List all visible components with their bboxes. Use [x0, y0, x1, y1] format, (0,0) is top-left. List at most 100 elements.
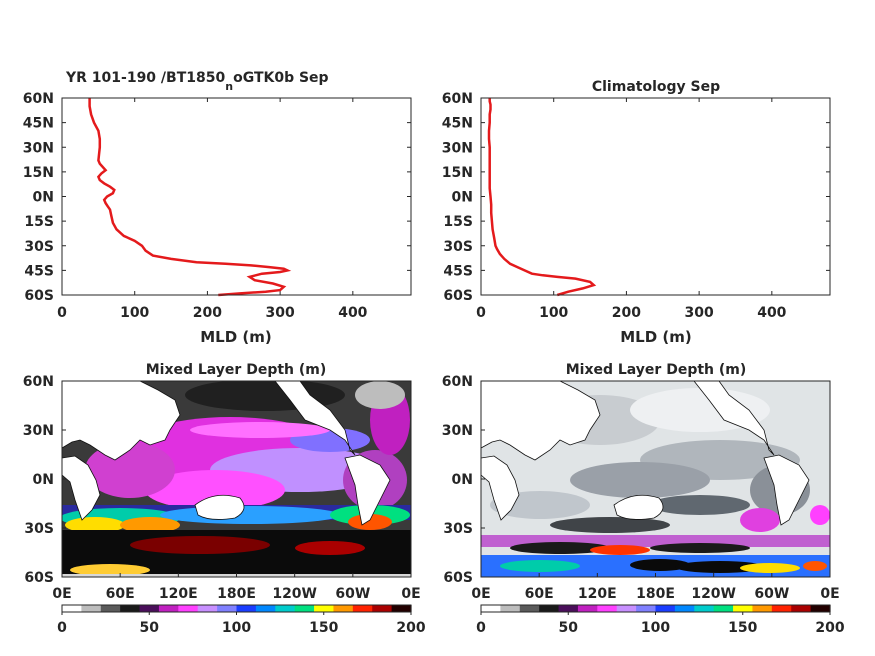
- p4-xtick-label: 60E: [525, 586, 554, 602]
- p2-xtick-label: 400: [757, 305, 786, 321]
- p3-xtick-label: 120W: [272, 586, 317, 602]
- p3-ytick-label: 30S: [24, 521, 54, 537]
- cb1-tick-label: 100: [222, 620, 251, 636]
- mld-profile-model-panel: YR 101-190 /BT1850noGTK0b Sep 0 100 200 300…: [23, 70, 412, 346]
- cb1-swatch: [158, 605, 179, 612]
- p2-xtick-label: 300: [685, 305, 714, 321]
- p2-ytick-label: 15N: [442, 165, 473, 181]
- p4-xtick-label: 120E: [578, 586, 617, 602]
- p2-ytick-label: 15S: [443, 214, 473, 230]
- p3-xtick-label: 180E: [217, 586, 256, 602]
- p4-xtick-label: 60W: [754, 586, 789, 602]
- cb2-tick-label: 0: [476, 620, 486, 636]
- cb2-swatch: [636, 605, 657, 612]
- p2-ytick-label: 0N: [452, 190, 473, 206]
- p1-ytick-label: 15S: [24, 214, 54, 230]
- mld-map-model-field: [62, 381, 411, 577]
- cb2-swatch: [539, 605, 560, 612]
- panel1-title: YR 101-190 /BT1850noGTK0b Sep: [65, 70, 329, 93]
- cb1-swatch: [372, 605, 393, 612]
- cb2-swatch: [655, 605, 676, 612]
- cb2-swatch: [481, 605, 501, 612]
- cb1-tick-label: 0: [57, 620, 67, 636]
- p2-ytick-label: 45N: [442, 116, 473, 132]
- p1-xtick-label: 300: [266, 305, 295, 321]
- p3-xtick-label: 60E: [106, 586, 135, 602]
- panel1-frame: [61, 97, 412, 296]
- mld-map-model-panel: Mixed Layer Depth (m): [23, 362, 426, 636]
- colorbar-left: 0 50 100 150 200: [57, 604, 426, 636]
- cb1-tick-label: 200: [396, 620, 425, 636]
- p2-ytick-label: 45S: [443, 263, 473, 279]
- p3-xtick-label: 0E: [52, 586, 71, 602]
- cb1-swatch: [352, 605, 373, 612]
- p2-ytick-label: 60S: [443, 288, 473, 304]
- cb2-swatch: [577, 605, 598, 612]
- cb1-swatch: [236, 605, 257, 612]
- cb1-swatch: [333, 605, 354, 612]
- cb1-swatch: [62, 605, 82, 612]
- cb2-swatch: [791, 605, 812, 612]
- mld-map-climatology-field: [481, 381, 830, 577]
- cb1-swatch: [100, 605, 121, 612]
- p1-ytick-label: 15N: [23, 165, 54, 181]
- panel2-xlabel: MLD (m): [620, 328, 692, 346]
- p2-xtick-label: 0: [476, 305, 486, 321]
- p3-ytick-label: 30N: [23, 423, 54, 439]
- cb2-tick-label: 50: [559, 620, 579, 636]
- p1-xtick-label: 100: [120, 305, 149, 321]
- p2-ytick-label: 30S: [443, 239, 473, 255]
- panel2-frame: [480, 97, 831, 296]
- cb2-swatch: [519, 605, 540, 612]
- p1-ytick-label: 45S: [24, 263, 54, 279]
- p2-xtick-label: 200: [612, 305, 641, 321]
- p1-xtick-label: 400: [338, 305, 367, 321]
- mld-map-climatology-panel: Mixed Layer Depth (m): [442, 362, 845, 636]
- p4-xtick-label: 0E: [820, 586, 839, 602]
- p3-ytick-label: 0N: [33, 472, 54, 488]
- p4-xtick-label: 120W: [691, 586, 736, 602]
- cb1-swatch: [255, 605, 276, 612]
- p1-ytick-label: 60S: [24, 288, 54, 304]
- p4-ytick-label: 0N: [452, 472, 473, 488]
- cb1-swatch: [217, 605, 238, 612]
- cb1-swatch: [197, 605, 218, 612]
- p4-ytick-label: 60S: [443, 570, 473, 586]
- panel4-title: Mixed Layer Depth (m): [566, 362, 747, 378]
- panel2-title: Climatology Sep: [592, 79, 720, 95]
- p2-ytick-label: 30N: [442, 140, 473, 156]
- p1-ytick-label: 0N: [33, 190, 54, 206]
- cb2-swatch: [771, 605, 792, 612]
- p3-ytick-label: 60N: [23, 374, 54, 390]
- p1-ytick-label: 60N: [23, 91, 54, 107]
- mld-profile-climatology-line: [487, 98, 597, 297]
- p1-xtick-label: 0: [57, 305, 67, 321]
- p4-ytick-label: 30N: [442, 423, 473, 439]
- cb1-swatch: [275, 605, 296, 612]
- cb1-swatch: [294, 605, 315, 612]
- cb2-swatch: [597, 605, 618, 612]
- cb2-tick-label: 200: [815, 620, 844, 636]
- cb2-swatch: [733, 605, 754, 612]
- p1-ytick-label: 30N: [23, 140, 54, 156]
- p4-xtick-label: 180E: [636, 586, 675, 602]
- cb2-swatch: [500, 605, 521, 612]
- cb1-swatch: [120, 605, 141, 612]
- cb2-swatch: [694, 605, 715, 612]
- cb1-tick-label: 150: [309, 620, 338, 636]
- cb2-swatch: [810, 605, 831, 612]
- cb2-tick-label: 100: [641, 620, 670, 636]
- cb2-swatch: [674, 605, 695, 612]
- cb1-tick-label: 50: [140, 620, 160, 636]
- colorbar-right: 0 50 100 150 200: [476, 604, 845, 636]
- p1-ytick-label: 30S: [24, 239, 54, 255]
- cb1-swatch: [139, 605, 160, 612]
- panel3-title: Mixed Layer Depth (m): [146, 362, 327, 378]
- cb1-swatch: [178, 605, 199, 612]
- cb2-swatch: [558, 605, 579, 612]
- p3-xtick-label: 120E: [159, 586, 198, 602]
- cb1-swatch: [314, 605, 335, 612]
- mld-profile-climatology-panel: Climatology Sep 0 100 200 300 400 60N 45N 30N 1…: [442, 79, 831, 346]
- panel1-xlabel: MLD (m): [200, 328, 272, 346]
